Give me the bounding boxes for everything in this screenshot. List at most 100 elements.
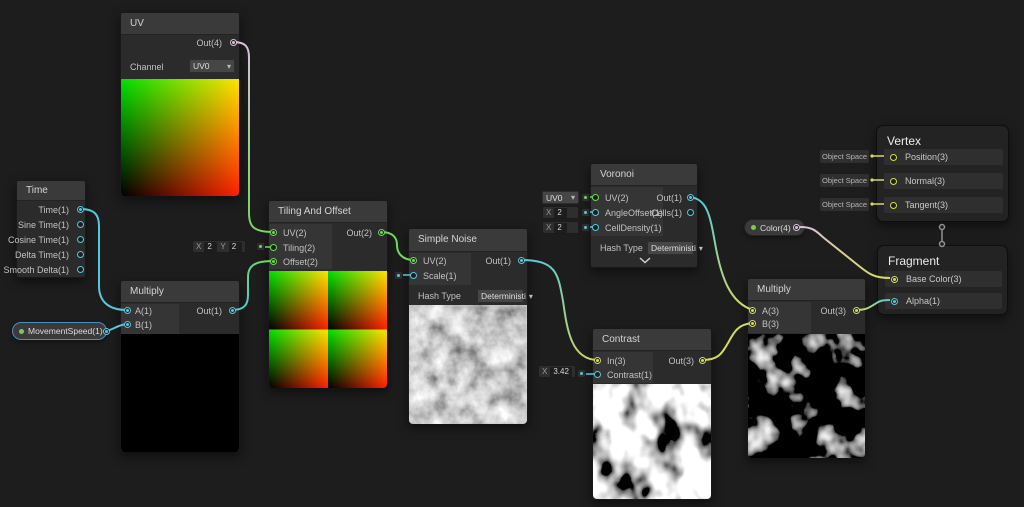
simple-noise-title: Simple Noise bbox=[409, 229, 527, 252]
simple-noise-out-port[interactable] bbox=[517, 256, 525, 264]
voronoi-cells-port[interactable] bbox=[686, 208, 694, 216]
contrast-in-port[interactable] bbox=[594, 356, 601, 364]
uv-channel-label: Channel bbox=[130, 62, 164, 72]
multiply-right-input-panel bbox=[748, 302, 811, 333]
vertex-tangent-row[interactable]: Tangent(3) bbox=[884, 197, 1003, 213]
fragment-alpha-port[interactable] bbox=[891, 297, 898, 305]
voronoi-uv-label: UV(2) bbox=[605, 193, 629, 203]
sine-time-port[interactable] bbox=[76, 220, 84, 228]
contrast-contrast-label: Contrast(1) bbox=[607, 370, 653, 380]
multiply-right-node[interactable]: Multiply A(3) B(3) Out(3) bbox=[747, 278, 866, 458]
contrast-x-field[interactable]: 3.42 bbox=[550, 366, 572, 377]
multiply-right-b-port[interactable] bbox=[749, 319, 756, 327]
vertex-fragment-connector-top bbox=[938, 223, 946, 231]
uv-out-port[interactable] bbox=[229, 38, 237, 46]
vertex-tangent-space-pill[interactable]: Object Space bbox=[820, 198, 869, 211]
vertex-position-row[interactable]: Position(3) bbox=[884, 149, 1003, 165]
tiling-y-field[interactable]: 2 bbox=[228, 241, 242, 252]
tiling-tiling-port[interactable] bbox=[269, 243, 277, 251]
voronoi-cells-label: Cells(1) bbox=[650, 208, 682, 218]
voronoi-cell-x-field[interactable]: 2 bbox=[554, 222, 568, 233]
multiply-left-node[interactable]: Multiply A(1) B(1) Out(1) bbox=[120, 280, 240, 452]
vertex-position-space-pill[interactable]: Object Space bbox=[820, 150, 869, 163]
tiling-and-offset-node[interactable]: Tiling And Offset UV(2) Tiling(2) Offset… bbox=[268, 200, 388, 388]
vertex-normal-space-pill[interactable]: Object Space bbox=[820, 174, 869, 187]
contrast-contrast-port[interactable] bbox=[594, 370, 601, 378]
uv-channel-dropdown[interactable]: UV0 ▾ bbox=[189, 59, 235, 73]
cosine-time-port[interactable] bbox=[76, 235, 84, 243]
fragment-base-color-row[interactable]: Base Color(3) bbox=[885, 271, 1002, 287]
multiply-right-preview bbox=[748, 334, 865, 458]
vertex-normal-label: Normal(3) bbox=[905, 176, 946, 186]
simple-noise-uv-port[interactable] bbox=[410, 256, 417, 264]
vertex-normal-port[interactable] bbox=[890, 177, 897, 185]
contrast-x-label: X bbox=[542, 367, 548, 376]
voronoi-hash-dropdown[interactable]: Deterministi ▾ bbox=[647, 241, 703, 255]
fragment-base-color-port[interactable] bbox=[891, 275, 898, 283]
voronoi-uv-port[interactable] bbox=[592, 193, 599, 201]
simple-noise-node[interactable]: Simple Noise UV(2) Scale(1) Out(1) Hash … bbox=[408, 228, 533, 424]
vertex-position-port[interactable] bbox=[890, 153, 897, 161]
voronoi-cell-widget: X 2 bbox=[542, 221, 579, 234]
vertex-position-label: Position(3) bbox=[905, 152, 949, 162]
smooth-delta-port[interactable] bbox=[76, 265, 84, 273]
multiply-left-a-port[interactable] bbox=[123, 306, 131, 314]
tiling-x-field[interactable]: 2 bbox=[204, 241, 218, 252]
edge-voronoi-to-multiply-a[interactable] bbox=[689, 196, 754, 311]
vertex-tangent-label: Tangent(3) bbox=[905, 200, 949, 210]
uv-preview bbox=[121, 79, 239, 196]
time-out-port[interactable] bbox=[76, 205, 84, 213]
scale-widget-connector bbox=[394, 271, 403, 280]
fragment-block-title: Fragment bbox=[888, 254, 940, 268]
simple-noise-hash-dropdown[interactable]: Deterministi ▾ bbox=[477, 289, 533, 303]
tiling-out-port[interactable] bbox=[377, 228, 385, 236]
time-node[interactable]: Time Time(1) Sine Time(1) Cosine Time(1)… bbox=[3, 180, 86, 278]
tiling-tiling-label: Tiling(2) bbox=[283, 243, 316, 253]
simple-noise-scale-port[interactable] bbox=[410, 271, 417, 279]
tiling-x-label: X bbox=[196, 242, 202, 251]
movement-speed-property[interactable]: MovementSpeed(1) bbox=[12, 322, 110, 340]
multiply-left-b-port[interactable] bbox=[123, 320, 131, 328]
tiling-uv-port[interactable] bbox=[269, 228, 277, 236]
tiling-and-offset-title: Tiling And Offset bbox=[269, 201, 387, 223]
delta-time-port[interactable] bbox=[76, 250, 84, 258]
color-label: Color(4) bbox=[760, 222, 791, 233]
voronoi-angle-x-field[interactable]: 2 bbox=[554, 207, 568, 218]
voronoi-out-label: Out(1) bbox=[656, 193, 682, 203]
tiling-offset-label: Offset(2) bbox=[283, 257, 318, 267]
voronoi-angle-label: AngleOffset(1) bbox=[605, 208, 663, 218]
fragment-block[interactable]: Fragment Base Color(3) Alpha(1) bbox=[877, 245, 1008, 315]
voronoi-cell-port[interactable] bbox=[592, 223, 599, 231]
multiply-left-b-label: B(1) bbox=[135, 320, 153, 330]
vertex-normal-row[interactable]: Normal(3) bbox=[884, 173, 1003, 189]
voronoi-hash-label: Hash Type bbox=[600, 243, 643, 253]
fragment-alpha-row[interactable]: Alpha(1) bbox=[885, 293, 1002, 309]
color-property[interactable]: Color(4) bbox=[744, 219, 805, 236]
collapse-chevron-icon[interactable] bbox=[639, 257, 651, 264]
voronoi-uv-widget-connector bbox=[581, 193, 590, 202]
contrast-out-label: Out(3) bbox=[668, 356, 694, 366]
contrast-out-port[interactable] bbox=[698, 356, 706, 364]
voronoi-uv-channel-dropdown[interactable]: UV0 ▾ bbox=[542, 191, 579, 204]
vertex-block[interactable]: Vertex Position(3) Normal(3) Tangent(3) bbox=[876, 125, 1009, 222]
uv-node[interactable]: UV Out(4) Channel UV0 ▾ bbox=[120, 12, 240, 196]
multiply-right-out-port[interactable] bbox=[852, 306, 860, 314]
multiply-left-preview bbox=[121, 334, 239, 452]
voronoi-cell-label: CellDensity(1) bbox=[605, 223, 662, 233]
voronoi-title: Voronoi bbox=[591, 164, 697, 186]
multiply-left-out-port[interactable] bbox=[228, 306, 236, 314]
voronoi-angle-port[interactable] bbox=[592, 208, 599, 216]
voronoi-angle-widget: X 2 bbox=[542, 206, 579, 219]
movement-speed-out-port[interactable] bbox=[102, 327, 110, 335]
property-dot-icon bbox=[19, 328, 24, 334]
multiply-right-a-port[interactable] bbox=[749, 306, 756, 314]
contrast-node[interactable]: Contrast In(3) Contrast(1) Out(3) bbox=[592, 328, 712, 500]
simple-noise-scale-label: Scale(1) bbox=[423, 271, 457, 281]
tiling-out-label: Out(2) bbox=[346, 228, 372, 238]
tiling-offset-port[interactable] bbox=[269, 257, 277, 265]
edge-simplenoise-to-contrast[interactable] bbox=[520, 259, 599, 361]
color-out-port[interactable] bbox=[793, 224, 800, 231]
voronoi-out-port[interactable] bbox=[686, 193, 694, 201]
voronoi-node[interactable]: Voronoi UV(2) AngleOffset(1) CellDensity… bbox=[590, 163, 703, 268]
vertex-tangent-port[interactable] bbox=[890, 201, 897, 209]
